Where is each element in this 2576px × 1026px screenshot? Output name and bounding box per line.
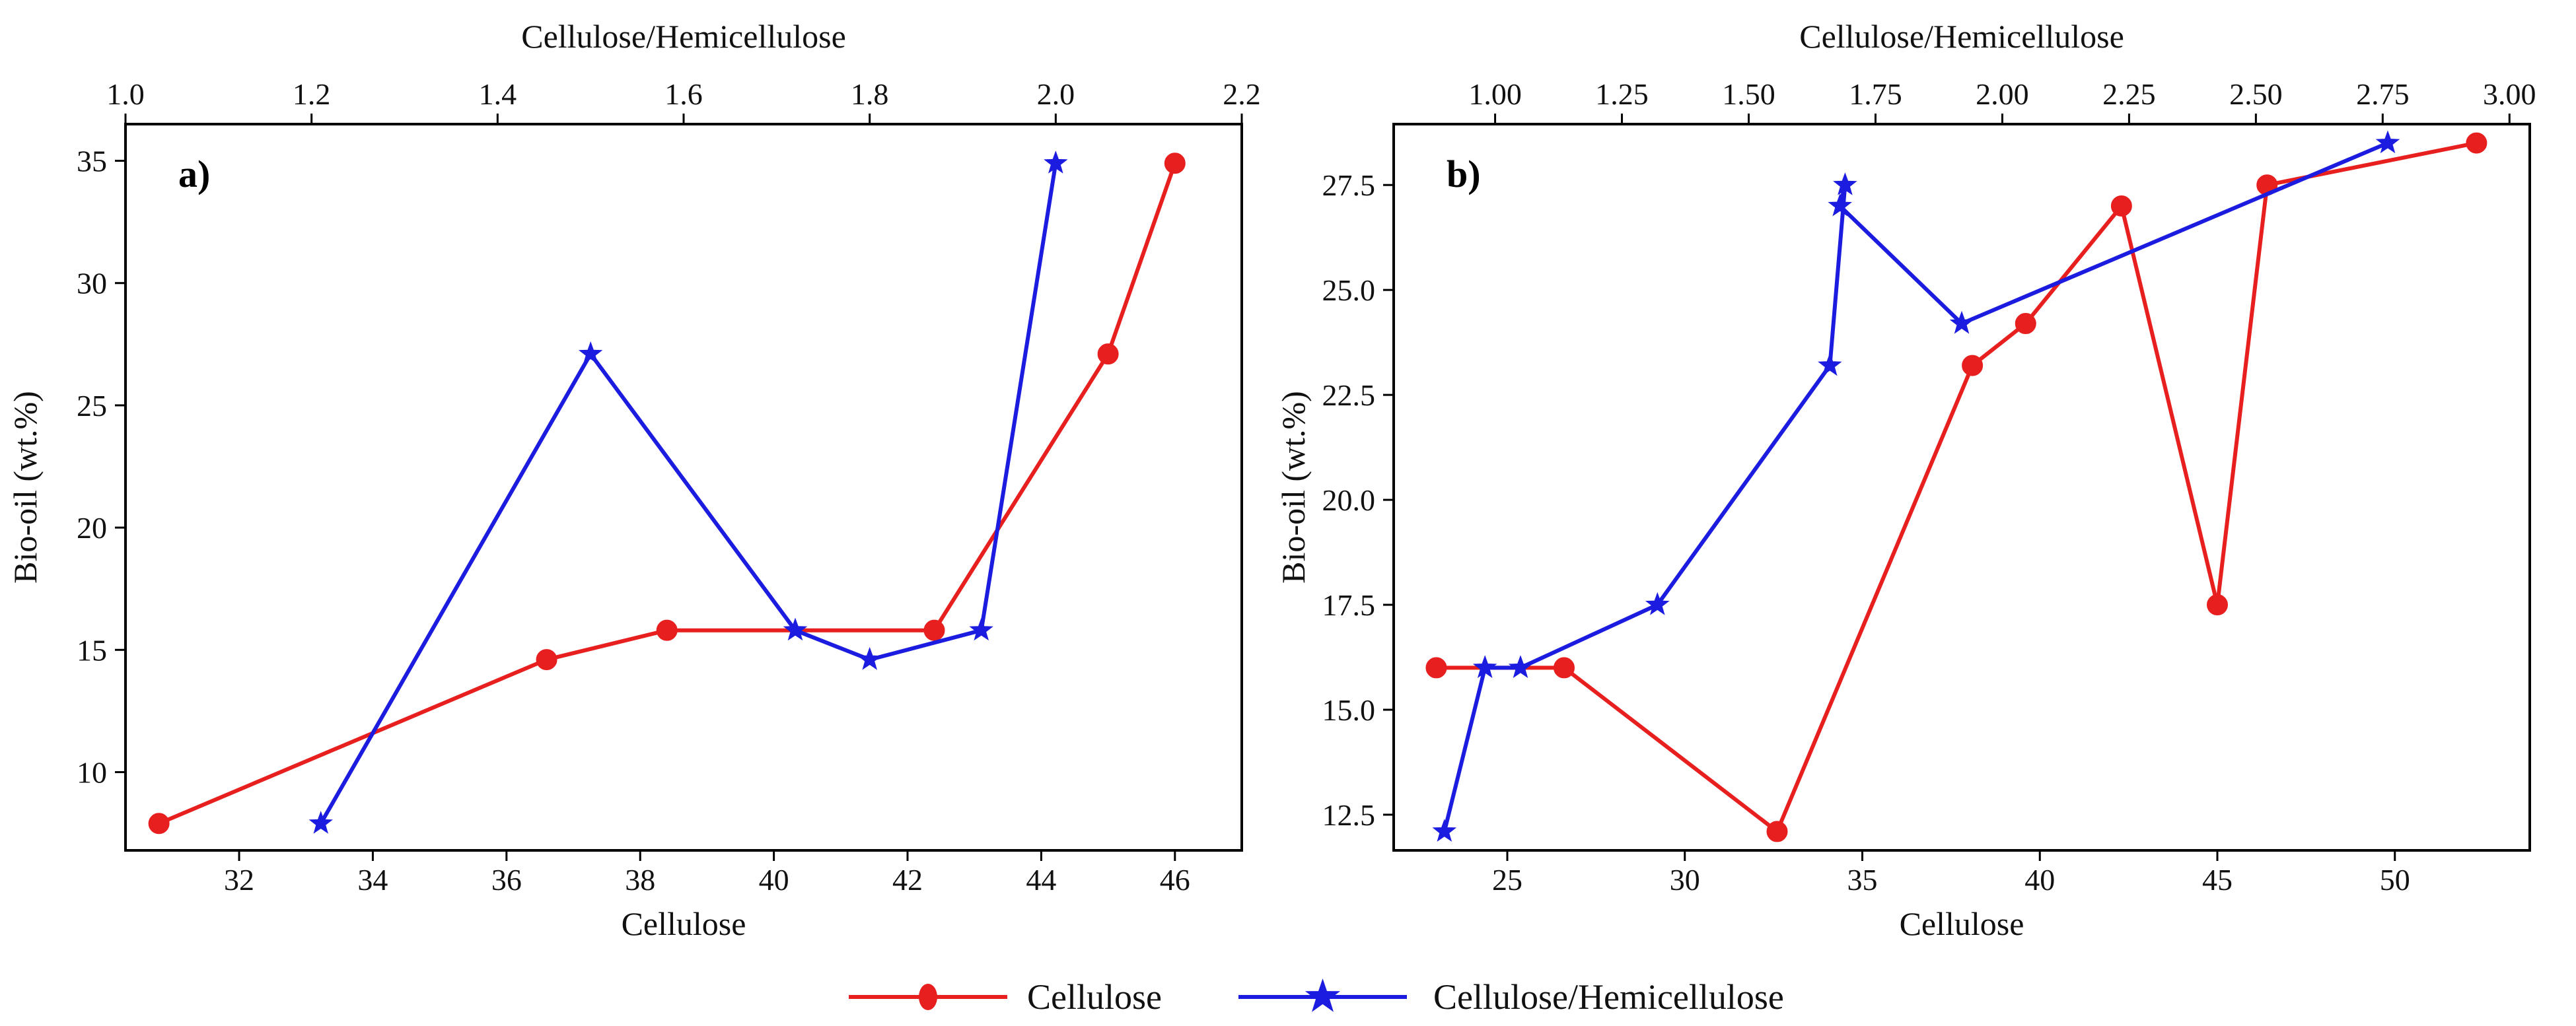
data-point-star	[1432, 819, 1457, 842]
x-tick-label: 40	[759, 863, 789, 897]
x-tick-label: 50	[2380, 863, 2410, 897]
x2-tick-label: 2.00	[1976, 77, 2029, 111]
data-point-star	[1645, 592, 1670, 615]
x-tick-label: 32	[224, 863, 254, 897]
series-line-cellulose	[1436, 141, 2477, 834]
y-tick-label: 22.5	[1322, 378, 1376, 412]
data-point-circle	[148, 813, 170, 835]
data-point-star	[578, 341, 603, 364]
x2-tick-label: 2.50	[2229, 77, 2283, 111]
data-point-star	[1818, 353, 1842, 376]
x2-tick-label: 1.4	[479, 77, 517, 111]
data-point-circle	[1425, 657, 1447, 679]
legend: Cellulose Cellulose/Hemicellulose	[849, 977, 1784, 1017]
x2-tick-label: 2.25	[2102, 77, 2156, 111]
y-tick-label: 10	[77, 755, 107, 789]
x-axis-title: Cellulose	[622, 905, 746, 942]
data-point-star	[308, 811, 333, 834]
panel-b: 25 30 35 40 45 50 1.00 1.25 1.50 1.75 2.00 2.25 2.50…	[1275, 18, 2536, 942]
data-point-circle	[1962, 355, 1984, 376]
y-tick-label: 20.0	[1322, 483, 1376, 517]
x2-axis-title: Cellulose/Hemicellulose	[1799, 18, 2124, 55]
x-tick-label: 42	[892, 863, 923, 897]
panel-a: 32 34 36 38 40 42 44 46 1.0 1.2 1.4 1.6 1.8 2.0 2.2 10 1…	[7, 18, 1261, 942]
data-point-star	[783, 617, 808, 641]
x-tick-label: 35	[1847, 863, 1878, 897]
x2-tick-label: 2.2	[1223, 77, 1261, 111]
data-point-star	[1508, 655, 1533, 678]
data-point-star	[1044, 151, 1068, 174]
series-line-cellulose-hemicellulose	[319, 162, 1058, 825]
legend-marker-star	[1305, 978, 1341, 1012]
legend-label: Cellulose	[1027, 977, 1162, 1017]
data-point-circle	[2207, 594, 2228, 616]
x2-tick-label: 1.75	[1849, 77, 1902, 111]
data-point-star	[1949, 310, 1974, 334]
data-point-circle	[1097, 343, 1119, 365]
y-axis-title: Bio-oil (wt.%)	[7, 391, 44, 584]
x-tick-label: 44	[1026, 863, 1056, 897]
x2-tick-label: 1.0	[106, 77, 145, 111]
data-point-circle	[2110, 195, 2132, 217]
data-point-circle	[2466, 132, 2487, 154]
y-tick-label: 12.5	[1322, 798, 1376, 832]
y-tick-label: 30	[77, 267, 107, 300]
data-point-circle	[656, 619, 678, 641]
plot-frame	[124, 123, 1243, 852]
x-tick-label: 34	[357, 863, 388, 897]
data-point-star	[1833, 172, 1857, 195]
y-tick-label: 35	[77, 145, 107, 178]
x2-tick-label: 1.25	[1595, 77, 1649, 111]
x-tick-label: 45	[2202, 863, 2233, 897]
x-tick-label: 30	[1670, 863, 1700, 897]
x-tick-label: 40	[2024, 863, 2055, 897]
x2-axis-title: Cellulose/Hemicellulose	[521, 18, 846, 55]
x-tick-label: 36	[491, 863, 522, 897]
legend-label: Cellulose/Hemicellulose	[1433, 977, 1784, 1017]
x2-tick-label: 1.00	[1468, 77, 1522, 111]
x2-tick-label: 2.75	[2356, 77, 2410, 111]
x-tick-label: 25	[1492, 863, 1522, 897]
x2-tick-label: 1.8	[851, 77, 889, 111]
y-axis-title: Bio-oil (wt.%)	[1275, 391, 1312, 584]
y-tick-label: 15	[77, 633, 107, 667]
x2-tick-label: 1.2	[293, 77, 331, 111]
x2-tick-label: 2.0	[1037, 77, 1075, 111]
data-point-circle	[2015, 313, 2036, 335]
panel-label: a)	[178, 153, 210, 195]
x2-tick-label: 1.6	[664, 77, 703, 111]
y-tick-label: 17.5	[1322, 588, 1376, 622]
y-tick-label: 15.0	[1322, 693, 1376, 727]
data-point-star	[857, 646, 882, 670]
y-tick-label: 25.0	[1322, 273, 1376, 307]
x2-tick-label: 3.00	[2483, 77, 2536, 111]
x-tick-label: 38	[625, 863, 655, 897]
data-point-circle	[1164, 153, 1186, 174]
panel-label: b)	[1447, 153, 1481, 195]
y-tick-label: 27.5	[1322, 168, 1376, 202]
x2-tick-label: 1.50	[1722, 77, 1775, 111]
data-point-circle	[1554, 657, 1575, 679]
x-tick-label: 46	[1160, 863, 1190, 897]
data-point-star	[969, 617, 993, 641]
data-point-star	[1472, 655, 1497, 678]
data-point-circle	[536, 649, 557, 671]
x-axis-title: Cellulose	[1900, 905, 2024, 942]
data-point-circle	[1766, 821, 1788, 842]
y-tick-label: 20	[77, 511, 107, 545]
plot-frame	[1392, 123, 2531, 852]
y-tick-label: 25	[77, 389, 107, 423]
data-point-star	[1828, 193, 1852, 217]
legend-marker-circle	[919, 984, 937, 1010]
data-point-circle	[923, 619, 945, 641]
series-line-cellulose-hemicellulose	[1442, 141, 2389, 833]
data-point-star	[2375, 130, 2400, 154]
series-line-cellulose	[158, 162, 1177, 826]
